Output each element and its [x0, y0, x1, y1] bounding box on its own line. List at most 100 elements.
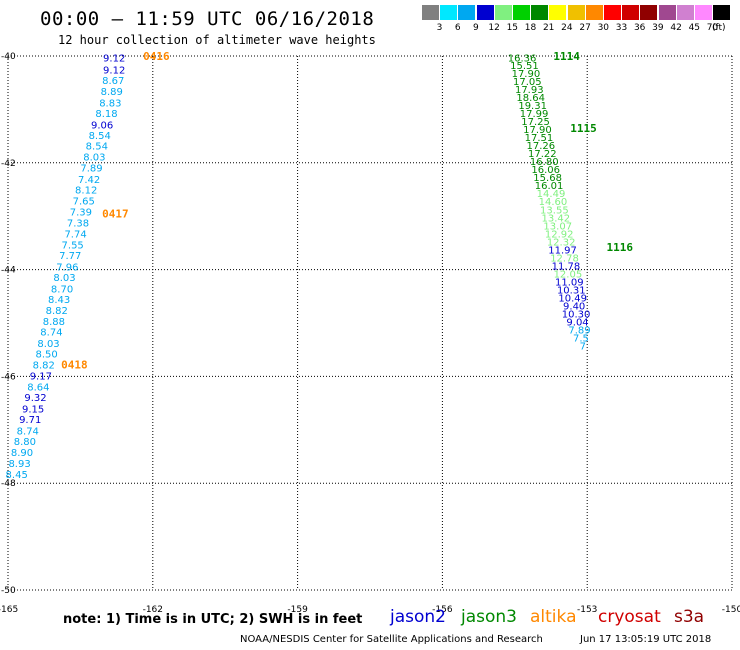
time-label: 1114	[553, 50, 580, 63]
wave-height-value: 8.93	[8, 459, 30, 470]
lat-tick-label: -42	[1, 159, 16, 169]
time-label: 1116	[607, 241, 634, 254]
legend-jason3: jason3	[461, 607, 517, 627]
wave-height-value: 8.74	[40, 328, 62, 339]
wave-height-value: 9.17	[30, 371, 52, 382]
wave-height-value: 17.26	[527, 141, 556, 152]
wave-height-value: 8.43	[48, 295, 70, 306]
wave-height-value: 16.36	[508, 54, 537, 65]
wave-height-value: 13.42	[542, 213, 571, 224]
scale-label: 27	[579, 23, 591, 33]
lat-tick-label: -46	[1, 372, 16, 382]
wave-height-value: 8.82	[33, 361, 55, 372]
wave-height-value: 8.83	[99, 98, 121, 109]
wave-height-value: 16.80	[530, 157, 559, 168]
wave-height-value: 17.05	[513, 77, 542, 88]
wave-height-value: 8.82	[46, 306, 68, 317]
wave-height-value: 10.30	[562, 309, 591, 320]
wave-height-value: 7.65	[73, 197, 95, 208]
wave-height-value: 7.42	[78, 175, 100, 186]
wave-height-value: 7.74	[64, 229, 86, 240]
wave-height-value: 8.54	[86, 142, 108, 153]
scale-swatch	[549, 5, 567, 20]
wave-height-value: 8.18	[95, 109, 117, 120]
scale-swatch	[695, 5, 712, 20]
wave-height-value: 8.67	[102, 76, 124, 87]
scale-swatch	[513, 5, 530, 20]
scale-label: 45	[688, 23, 701, 33]
scale-label: 15	[506, 23, 519, 33]
wave-height-value: 12.92	[545, 229, 574, 240]
scale-label: 30	[597, 23, 610, 33]
scale-swatch	[476, 5, 494, 20]
wave-height-value: 8.45	[6, 470, 28, 481]
wave-height-value: 9.06	[91, 120, 113, 131]
page-title: 00:00 – 11:59 UTC 06/16/2018	[40, 8, 375, 30]
wave-height-value: 11.09	[555, 277, 584, 288]
scale-label: 24	[561, 23, 573, 33]
scale-label: 33	[615, 23, 628, 33]
lon-tick-label: -153	[577, 605, 597, 615]
wave-height-value: 10.49	[558, 293, 587, 304]
scale-label: 42	[670, 23, 682, 33]
wave-height-value: 9.15	[22, 404, 44, 415]
scale-label: 3	[436, 23, 443, 33]
scale-swatch	[640, 5, 658, 20]
wave-height-value: 9.40	[563, 301, 585, 312]
lat-tick-label: -40	[1, 52, 16, 62]
wave-height-value: 8.03	[37, 339, 59, 350]
wave-height-value: 8.74	[17, 426, 39, 437]
wave-height-value: 7	[580, 341, 586, 352]
wave-height-value: 8.88	[43, 317, 65, 328]
wave-height-value: 7.89	[568, 325, 590, 336]
wave-height-value: 8.12	[75, 186, 97, 197]
scale-swatch	[585, 5, 603, 20]
wave-height-value: 8.03	[53, 273, 75, 284]
wave-height-value: 9.04	[566, 317, 588, 328]
wave-height-value: 8.03	[83, 152, 105, 163]
wave-height-value: 7.38	[67, 219, 89, 230]
wave-height-value: 9.12	[103, 65, 125, 76]
wave-height-value: 13.07	[543, 221, 572, 232]
wave-height-value: 16.01	[535, 181, 564, 192]
scale-swatch	[676, 5, 694, 20]
scale-label: 9	[473, 23, 479, 33]
wave-height-value: 11.97	[548, 245, 577, 256]
time-label: 1115	[570, 122, 597, 135]
wave-height-value: 18.64	[516, 93, 545, 104]
lat-tick-label: -44	[1, 266, 16, 276]
wave-height-value: 7.5	[573, 333, 589, 344]
wave-height-value: 17.93	[515, 85, 544, 96]
wave-height-value: 8.89	[101, 87, 123, 98]
color-scale-legend: 3 6 9 12 15 18 21 24 27 30 33 36 39 42 45 70 (ft)	[422, 5, 740, 35]
wave-height-value: 12.05	[554, 269, 583, 280]
wave-height-value: 9.32	[24, 393, 46, 404]
lat-tick-label: -50	[1, 586, 16, 596]
lon-tick-label: -159	[287, 605, 308, 615]
scale-swatch	[713, 5, 731, 20]
wave-height-value: 15.68	[533, 173, 562, 184]
lon-tick-label: -150	[722, 605, 740, 615]
footer-note: note: 1) Time is in UTC; 2) SWH is in fe…	[63, 612, 363, 627]
scale-swatch	[458, 5, 476, 20]
wave-height-value: 17.99	[520, 109, 549, 120]
wave-height-value: 7.89	[80, 164, 102, 175]
wave-height-value: 17.90	[512, 69, 541, 80]
wave-height-value: 17.25	[521, 117, 550, 128]
wave-height-value: 8.50	[35, 349, 57, 360]
time-label: 0417	[102, 208, 128, 221]
wave-height-value: 10.31	[557, 285, 586, 296]
wave-height-value: 14.60	[539, 197, 568, 208]
legend-s3a: s3a	[674, 607, 705, 627]
scale-label: 21	[542, 23, 555, 33]
lon-tick-label: -156	[432, 605, 453, 615]
time-label: 0416	[143, 50, 170, 63]
scale-swatch	[567, 5, 585, 20]
scale-label: 39	[652, 23, 664, 33]
wave-height-value: 11.78	[552, 261, 581, 272]
wave-height-value: 8.54	[89, 131, 111, 142]
scale-label: 36	[633, 23, 646, 33]
time-label: 0418	[61, 359, 88, 372]
wave-height-value: 12.78	[550, 253, 579, 264]
